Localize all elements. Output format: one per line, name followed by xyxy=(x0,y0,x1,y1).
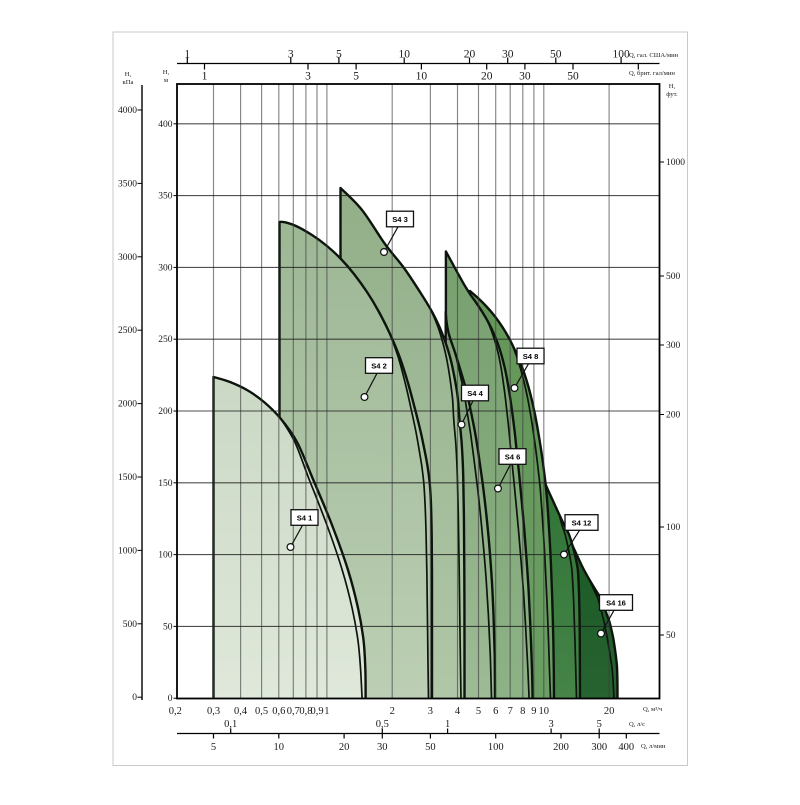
svg-text:Q, брит. гал/мин: Q, брит. гал/мин xyxy=(629,70,675,77)
svg-text:400: 400 xyxy=(158,120,173,130)
svg-text:Q, л/мин: Q, л/мин xyxy=(641,743,666,750)
svg-text:4000: 4000 xyxy=(118,106,137,116)
svg-text:0,4: 0,4 xyxy=(234,706,248,717)
svg-text:5: 5 xyxy=(476,706,481,717)
svg-text:кПа: кПа xyxy=(123,79,134,86)
svg-text:S4 3: S4 3 xyxy=(392,215,408,224)
svg-text:100: 100 xyxy=(612,49,630,61)
svg-text:H,: H, xyxy=(125,71,132,78)
svg-text:0,9: 0,9 xyxy=(310,706,323,717)
svg-text:50: 50 xyxy=(666,631,676,641)
svg-text:30: 30 xyxy=(519,71,531,83)
svg-text:S4 8: S4 8 xyxy=(523,352,539,361)
svg-text:Q, м³/ч: Q, м³/ч xyxy=(643,706,663,713)
svg-text:0: 0 xyxy=(168,694,173,704)
svg-text:5: 5 xyxy=(336,49,342,61)
svg-text:0,6: 0,6 xyxy=(272,706,285,717)
svg-text:H,: H, xyxy=(163,69,170,76)
svg-text:10: 10 xyxy=(274,742,285,753)
svg-text:1: 1 xyxy=(184,49,190,61)
svg-text:S4 12: S4 12 xyxy=(572,519,592,528)
svg-text:2: 2 xyxy=(390,706,395,717)
svg-text:0,8: 0,8 xyxy=(299,706,312,717)
svg-text:100: 100 xyxy=(488,742,504,753)
svg-text:0,5: 0,5 xyxy=(255,706,268,717)
svg-text:5: 5 xyxy=(597,719,602,730)
svg-text:7: 7 xyxy=(508,706,513,717)
svg-text:0,7: 0,7 xyxy=(287,706,300,717)
svg-text:5: 5 xyxy=(211,742,216,753)
svg-text:20: 20 xyxy=(481,71,493,83)
svg-text:150: 150 xyxy=(158,479,173,489)
svg-text:9: 9 xyxy=(531,706,536,717)
svg-text:S4 2: S4 2 xyxy=(371,362,387,371)
svg-text:5: 5 xyxy=(353,71,359,83)
svg-text:30: 30 xyxy=(502,49,514,61)
svg-text:250: 250 xyxy=(158,335,173,345)
svg-text:0,5: 0,5 xyxy=(376,719,389,730)
svg-text:1000: 1000 xyxy=(666,158,685,168)
svg-text:30: 30 xyxy=(377,742,388,753)
svg-text:1000: 1000 xyxy=(118,546,137,556)
svg-text:200: 200 xyxy=(158,407,173,417)
svg-text:300: 300 xyxy=(666,341,681,351)
svg-text:8: 8 xyxy=(520,706,525,717)
svg-text:S4 4: S4 4 xyxy=(467,389,483,398)
svg-text:50: 50 xyxy=(163,622,173,632)
svg-text:20: 20 xyxy=(339,742,350,753)
svg-text:3: 3 xyxy=(305,71,311,83)
svg-text:50: 50 xyxy=(567,71,579,83)
svg-text:6: 6 xyxy=(493,706,498,717)
svg-text:3000: 3000 xyxy=(118,253,137,263)
svg-text:20: 20 xyxy=(604,706,615,717)
svg-text:20: 20 xyxy=(464,49,476,61)
svg-text:50: 50 xyxy=(425,742,436,753)
svg-text:300: 300 xyxy=(591,742,607,753)
svg-text:Q, л/с: Q, л/с xyxy=(629,721,645,728)
svg-text:300: 300 xyxy=(158,263,173,273)
svg-text:0,3: 0,3 xyxy=(207,706,220,717)
svg-text:3: 3 xyxy=(428,706,433,717)
svg-text:S4 6: S4 6 xyxy=(505,453,521,462)
svg-text:H,: H, xyxy=(669,83,676,90)
svg-text:1: 1 xyxy=(202,71,208,83)
svg-text:2500: 2500 xyxy=(118,326,137,336)
svg-text:4: 4 xyxy=(455,706,461,717)
svg-text:500: 500 xyxy=(666,272,681,282)
svg-text:1: 1 xyxy=(445,719,450,730)
svg-text:50: 50 xyxy=(550,49,562,61)
svg-text:100: 100 xyxy=(158,551,173,561)
svg-text:100: 100 xyxy=(666,523,681,533)
svg-text:200: 200 xyxy=(553,742,569,753)
svg-text:фут.: фут. xyxy=(666,91,678,98)
svg-text:S4 16: S4 16 xyxy=(606,599,626,608)
svg-text:0,1: 0,1 xyxy=(224,719,237,730)
svg-text:1500: 1500 xyxy=(118,473,137,483)
svg-text:S4 1: S4 1 xyxy=(297,514,313,523)
svg-text:0: 0 xyxy=(132,693,137,703)
svg-text:10: 10 xyxy=(539,706,550,717)
svg-text:м: м xyxy=(164,77,169,84)
svg-text:3500: 3500 xyxy=(118,179,137,189)
svg-text:1: 1 xyxy=(324,706,329,717)
svg-text:400: 400 xyxy=(618,742,634,753)
svg-text:10: 10 xyxy=(416,71,428,83)
svg-text:500: 500 xyxy=(123,620,138,630)
svg-text:350: 350 xyxy=(158,192,173,202)
svg-text:Q, гал. США/мин: Q, гал. США/мин xyxy=(629,52,679,59)
svg-text:3: 3 xyxy=(548,719,553,730)
svg-text:0,2: 0,2 xyxy=(169,706,182,717)
svg-text:2000: 2000 xyxy=(118,400,137,410)
svg-text:10: 10 xyxy=(398,49,410,61)
svg-text:3: 3 xyxy=(288,49,294,61)
svg-text:200: 200 xyxy=(666,411,681,421)
